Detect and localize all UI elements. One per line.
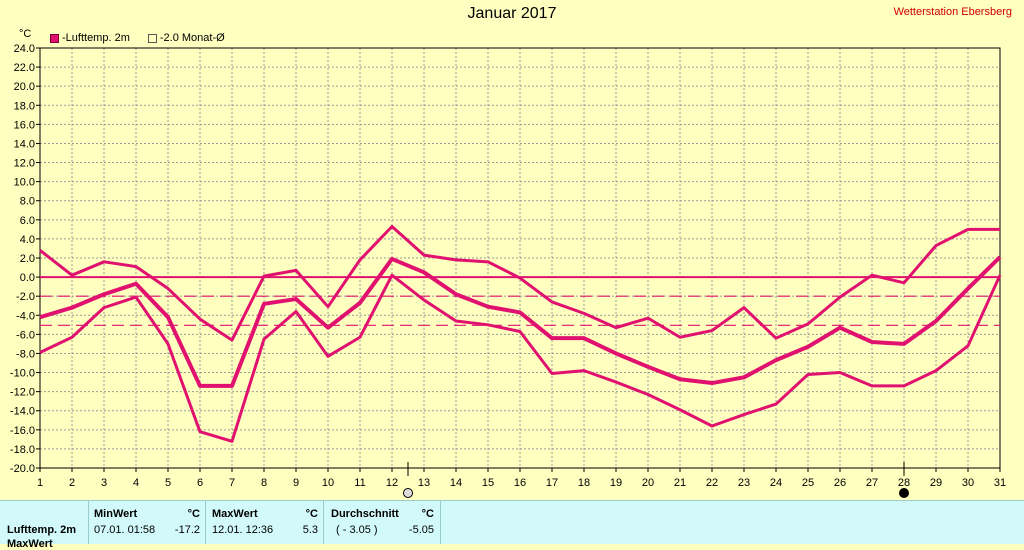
- x-tick-label: 18: [578, 477, 590, 489]
- x-tick-label: 21: [674, 477, 686, 489]
- y-tick-label: 20.0: [14, 81, 35, 93]
- x-tick-label: 27: [866, 477, 878, 489]
- stats-min-col: MinWert °C 07.01. 01:58 -17.2: [88, 501, 205, 544]
- legend-item-monat[interactable]: -2.0 Monat-Ø: [147, 32, 225, 44]
- y-tick-label: 4.0: [20, 234, 35, 246]
- avg-header: Durchschnitt: [331, 508, 399, 520]
- y-tick-label: 24.0: [14, 43, 35, 55]
- stats-panel: Lufttemp. 2m MaxWert MinWert °C 07.01. 0…: [0, 500, 1024, 550]
- stats-row2-label: MaxWert: [7, 538, 53, 550]
- x-tick-label: 23: [738, 477, 750, 489]
- y-tick-label: -6.0: [16, 329, 35, 341]
- y-tick-label: -2.0: [16, 291, 35, 303]
- x-tick-label: 17: [546, 477, 558, 489]
- x-tick-label: 14: [450, 477, 462, 489]
- x-tick-label: 24: [770, 477, 782, 489]
- y-tick-label: -10.0: [10, 368, 35, 380]
- legend-swatch-hollow-icon: [147, 33, 157, 43]
- y-axis-unit: °C: [19, 28, 32, 40]
- x-tick-label: 20: [642, 477, 654, 489]
- x-tick-label: 10: [322, 477, 334, 489]
- x-tick-label: 3: [101, 477, 107, 489]
- y-tick-label: 2.0: [20, 253, 35, 265]
- x-tick-label: 11: [354, 477, 365, 489]
- y-tick-label: -20.0: [10, 463, 35, 475]
- y-tick-label: -18.0: [10, 444, 35, 456]
- y-tick-label: 8.0: [20, 196, 35, 208]
- y-tick-label: -4.0: [16, 310, 35, 322]
- y-tick-label: 22.0: [14, 62, 35, 74]
- min-unit: °C: [187, 508, 200, 520]
- x-tick-label: 22: [706, 477, 718, 489]
- y-tick-label: 10.0: [14, 177, 35, 189]
- avg-value: -5.05: [408, 524, 434, 536]
- x-tick-label: 7: [229, 477, 235, 489]
- series-line-mean: [39, 255, 1002, 388]
- stats-row-label-col: Lufttemp. 2m MaxWert: [0, 501, 88, 550]
- station-label: Wetterstation Ebersberg: [893, 6, 1012, 18]
- first-quarter-moon-icon: [403, 488, 413, 498]
- avg-paren: ( - 3.05 ): [336, 524, 378, 536]
- x-tick-label: 28: [898, 477, 910, 489]
- min-time: 07.01. 01:58: [94, 524, 156, 536]
- legend-label-monat: -2.0 Monat-Ø: [159, 32, 225, 44]
- chart-plot: 24.022.020.018.016.014.012.010.08.06.04.…: [10, 43, 1006, 498]
- x-tick-label: 5: [165, 477, 171, 489]
- max-time: 12.01. 12:36: [212, 524, 274, 536]
- x-tick-label: 13: [418, 477, 430, 489]
- min-header: MinWert: [94, 508, 138, 520]
- max-value: 5.3: [302, 524, 318, 536]
- y-tick-label: 18.0: [14, 100, 35, 112]
- x-tick-label: 30: [962, 477, 974, 489]
- y-tick-label: -12.0: [10, 387, 35, 399]
- chart: 24.0 22.0 20.0 18.0 16.0 14.0 12.0 10.0 8.0 6.0 4.…: [10, 5, 1012, 498]
- legend-swatch-filled-icon: [50, 33, 59, 43]
- min-value: -17.2: [174, 524, 200, 536]
- legend: -Lufttemp. 2m -2.0 Monat-Ø: [50, 32, 225, 44]
- y-tick-label: -14.0: [10, 406, 35, 418]
- x-tick-label: 25: [802, 477, 814, 489]
- stats-row-label: Lufttemp. 2m: [7, 524, 77, 536]
- x-tick-label: 2: [69, 477, 75, 489]
- x-tick-label: 12: [386, 477, 398, 489]
- avg-unit: °C: [421, 508, 434, 520]
- legend-label-lufttemp: -Lufttemp. 2m: [62, 32, 130, 44]
- x-tick-label: 9: [293, 477, 299, 489]
- y-tick-label: 12.0: [14, 158, 35, 170]
- x-tick-label: 6: [197, 477, 203, 489]
- x-tick-label: 31: [994, 477, 1006, 489]
- series-line-max: [39, 225, 1000, 342]
- x-tick-label: 16: [514, 477, 526, 489]
- y-tick-label: -16.0: [10, 425, 35, 437]
- x-tick-label: 26: [834, 477, 846, 489]
- y-tick-label: 14.0: [14, 138, 35, 150]
- x-tick-label: 1: [37, 477, 43, 489]
- x-tick-label: 8: [261, 477, 267, 489]
- x-tick-label: 29: [930, 477, 942, 489]
- legend-item-lufttemp[interactable]: -Lufttemp. 2m: [50, 32, 130, 44]
- series-line-min: [39, 273, 1002, 443]
- new-moon-icon: [899, 488, 909, 498]
- x-tick-label: 15: [482, 477, 494, 489]
- chart-title: Januar 2017: [467, 5, 557, 22]
- y-tick-label: 0.0: [20, 272, 35, 284]
- stats-max-col: MaxWert °C 12.01. 12:36 5.3: [205, 501, 323, 544]
- y-tick-label: -8.0: [16, 348, 35, 360]
- y-tick-label: 6.0: [20, 215, 35, 227]
- x-tick-label: 4: [133, 477, 139, 489]
- max-unit: °C: [305, 508, 318, 520]
- max-header: MaxWert: [212, 508, 258, 520]
- y-tick-label: 16.0: [14, 119, 35, 131]
- stats-avg-col: Durchschnitt °C ( - 3.05 ) -5.05: [323, 501, 441, 544]
- x-tick-label: 19: [610, 477, 622, 489]
